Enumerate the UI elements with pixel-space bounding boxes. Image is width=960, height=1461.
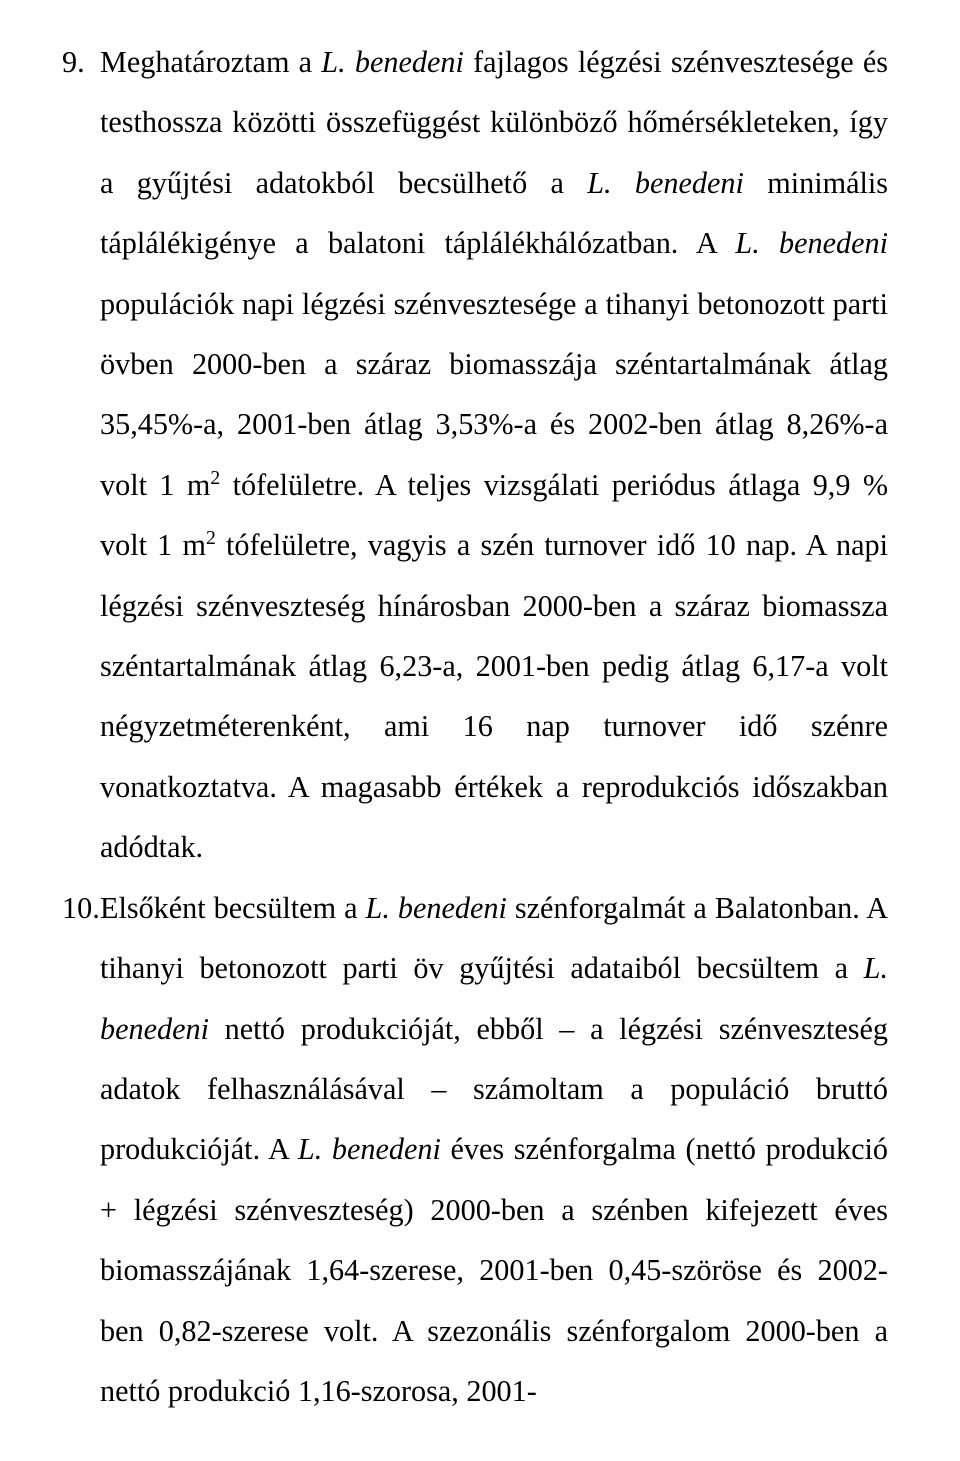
species-name: L. benedeni xyxy=(366,891,507,925)
superscript: 2 xyxy=(210,468,220,489)
species-name: L. benedeni xyxy=(735,226,888,260)
page: 9. Meghatároztam a L. benedeni fajlagos … xyxy=(0,0,960,1461)
text: Elsőként becsültem a xyxy=(100,891,366,925)
list-item-10: 10. Elsőként becsültem a L. benedeni szé… xyxy=(62,878,888,1422)
item-body-10: Elsőként becsültem a L. benedeni szénfor… xyxy=(100,878,888,1422)
item-body-9: Meghatároztam a L. benedeni fajlagos lég… xyxy=(100,32,888,878)
species-name: L. benedeni xyxy=(587,166,744,200)
list-item-9: 9. Meghatároztam a L. benedeni fajlagos … xyxy=(62,32,888,878)
item-number-10: 10. xyxy=(62,878,100,1422)
item-number-9: 9. xyxy=(62,32,100,878)
superscript: 2 xyxy=(206,528,216,549)
species-name: L. benedeni xyxy=(321,45,464,79)
text: tófelületre, vagyis a szén turnover idő … xyxy=(100,528,888,864)
species-name: L. benedeni xyxy=(298,1132,441,1166)
text: éves szénforgalma (nettó produkció + lég… xyxy=(100,1132,888,1408)
text: Meghatároztam a xyxy=(100,45,321,79)
